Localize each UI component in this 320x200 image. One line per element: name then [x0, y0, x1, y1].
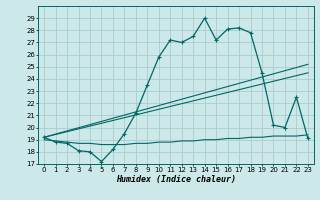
X-axis label: Humidex (Indice chaleur): Humidex (Indice chaleur)	[116, 175, 236, 184]
